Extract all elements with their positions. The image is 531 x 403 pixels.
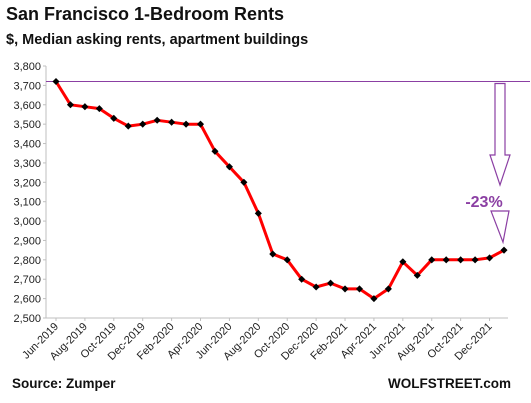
- credit-label: WOLFSTREET.com: [387, 376, 511, 391]
- data-point: [471, 256, 479, 264]
- data-point: [81, 103, 89, 111]
- data-point: [500, 246, 508, 254]
- y-tick-label: 3,500: [13, 119, 41, 131]
- data-point: [225, 163, 233, 171]
- data-point: [327, 279, 335, 287]
- chart-title: San Francisco 1-Bedroom Rents: [6, 4, 285, 24]
- y-tick-label: 3,000: [13, 216, 41, 228]
- data-point: [182, 120, 190, 128]
- data-point: [153, 116, 161, 124]
- data-point: [211, 147, 219, 155]
- y-tick-label: 3,300: [13, 158, 41, 170]
- y-tick-label: 2,600: [13, 294, 41, 306]
- data-point: [240, 178, 248, 186]
- data-point: [269, 250, 277, 258]
- data-point: [428, 256, 436, 264]
- data-point: [457, 256, 465, 264]
- change-label: -23%: [465, 194, 502, 211]
- data-point: [341, 285, 349, 293]
- down-arrow: [489, 82, 511, 187]
- data-point: [355, 285, 364, 293]
- data-point: [370, 295, 378, 303]
- chart-subtitle: $, Median asking rents, apartment buildi…: [6, 32, 309, 48]
- data-point: [110, 114, 118, 122]
- data-point: [413, 271, 421, 279]
- y-tick-label: 2,900: [13, 235, 41, 247]
- data-point: [283, 256, 291, 264]
- data-point: [124, 122, 132, 130]
- y-tick-label: 3,700: [13, 80, 41, 92]
- data-point: [384, 285, 392, 293]
- data-point: [442, 256, 450, 264]
- data-point: [312, 283, 320, 291]
- source-note: Source: Zumper: [12, 376, 116, 391]
- annotation-pointer: [490, 210, 510, 245]
- data-point: [66, 101, 74, 109]
- y-tick-label: 3,600: [13, 100, 41, 112]
- data-point: [168, 118, 176, 126]
- y-tick-label: 2,800: [13, 255, 41, 267]
- data-point: [95, 105, 103, 113]
- data-point: [139, 120, 147, 128]
- data-point: [486, 254, 494, 262]
- data-point: [298, 275, 306, 283]
- data-point: [196, 120, 205, 128]
- data-point: [399, 258, 407, 266]
- y-tick-label: 3,400: [13, 139, 41, 151]
- y-tick-label: 2,500: [13, 313, 41, 325]
- y-tick-label: 2,700: [13, 274, 41, 286]
- y-tick-label: 3,800: [13, 61, 41, 73]
- y-tick-label: 3,100: [13, 197, 41, 209]
- series-line: [54, 80, 505, 301]
- y-tick-label: 3,200: [13, 177, 41, 189]
